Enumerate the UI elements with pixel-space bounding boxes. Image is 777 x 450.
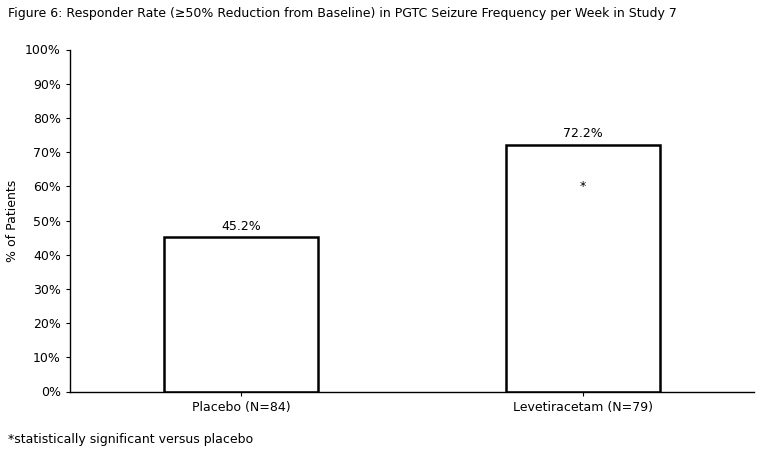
Text: 72.2%: 72.2% xyxy=(563,127,603,140)
Bar xyxy=(164,237,318,392)
Text: *statistically significant versus placebo: *statistically significant versus placeb… xyxy=(8,432,253,446)
Text: Figure 6: Responder Rate (≥50% Reduction from Baseline) in PGTC Seizure Frequenc: Figure 6: Responder Rate (≥50% Reduction… xyxy=(8,7,677,20)
Bar xyxy=(506,144,660,392)
Text: *: * xyxy=(580,180,586,193)
Y-axis label: % of Patients: % of Patients xyxy=(6,180,19,261)
Text: 45.2%: 45.2% xyxy=(221,220,261,233)
